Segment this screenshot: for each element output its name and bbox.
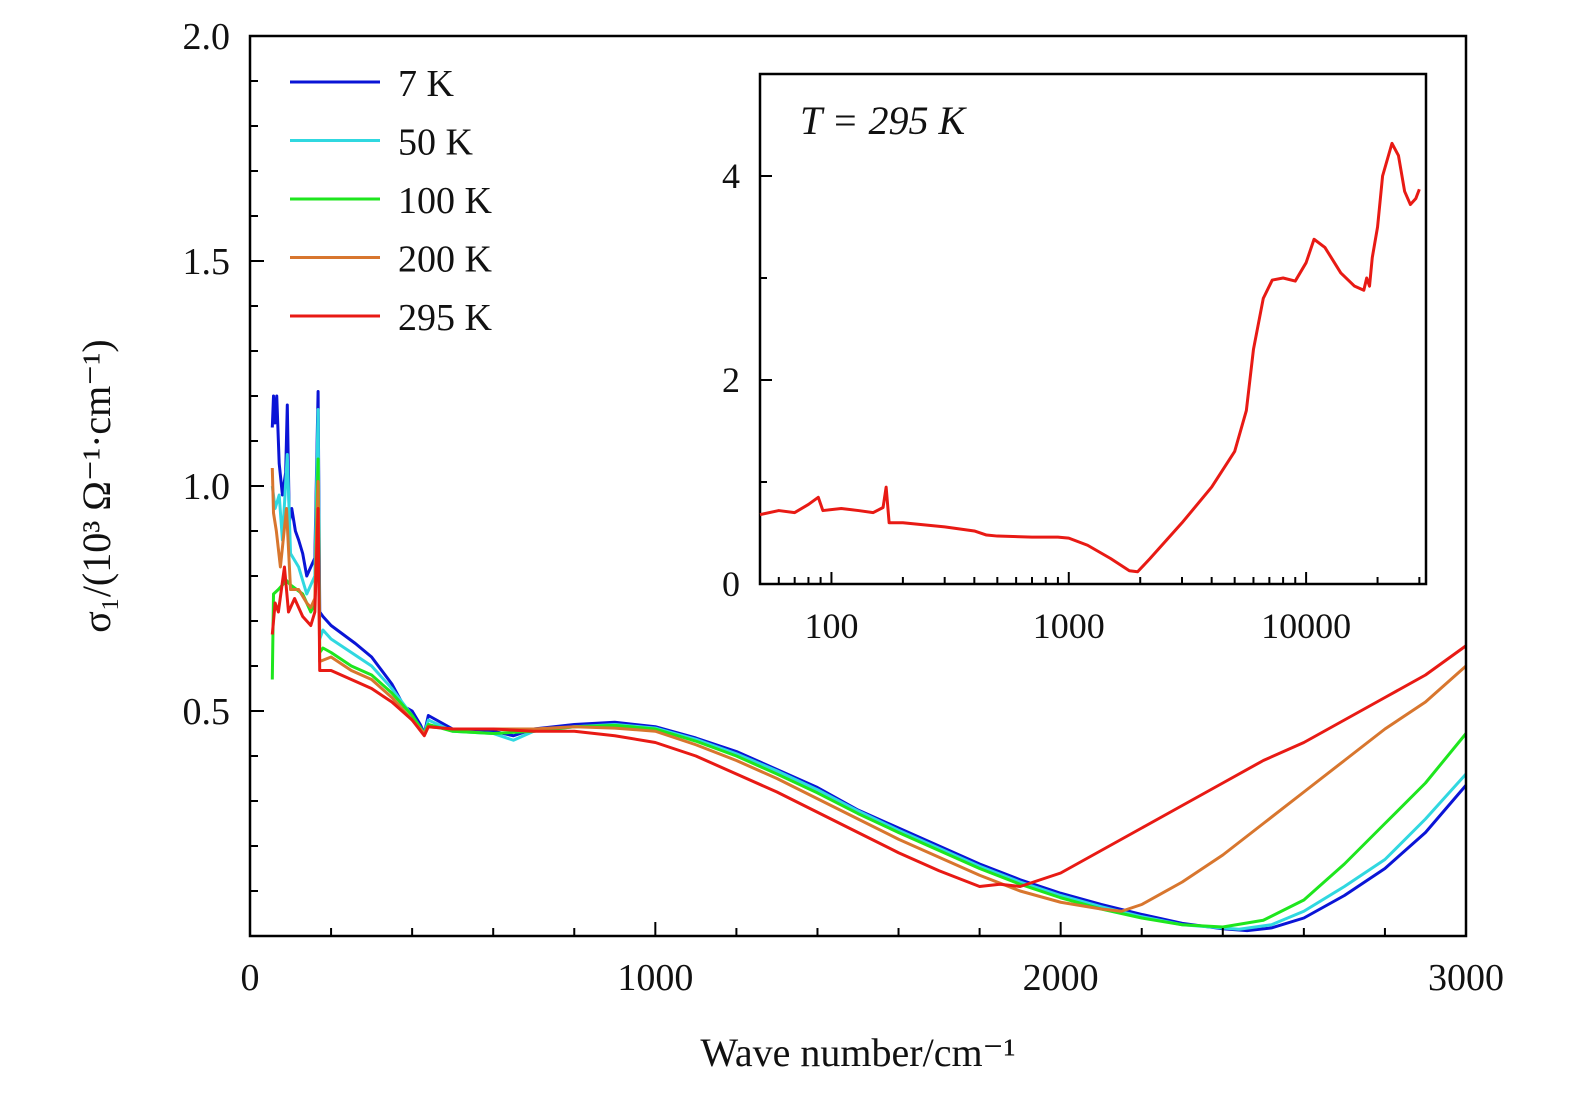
legend-label: 7 K bbox=[398, 63, 455, 105]
inset-annotation: T = 295 K bbox=[800, 98, 968, 143]
x-tick-label: 2000 bbox=[1023, 957, 1099, 999]
y-tick-label: 0.5 bbox=[183, 691, 231, 733]
series-line-295K bbox=[270, 507, 1467, 888]
inset-plot: 100 1000 10000 0 2 4 bbox=[722, 72, 1428, 646]
y-tick-label: 1.5 bbox=[183, 241, 231, 283]
inset-x-tick-label: 1000 bbox=[1033, 606, 1105, 646]
legend-label: 100 K bbox=[398, 180, 493, 222]
inset-x-tick-label: 100 bbox=[804, 606, 858, 646]
legend-label: 50 K bbox=[398, 122, 474, 164]
legend-label: 200 K bbox=[398, 239, 493, 281]
x-tick-label: 3000 bbox=[1428, 957, 1504, 999]
legend: 7 K 50 K 100 K 200 K 295 K bbox=[290, 63, 493, 339]
y-tick-label: 1.0 bbox=[183, 466, 231, 508]
inset-y-tick-label: 0 bbox=[722, 564, 740, 604]
y-tick-label: 2.0 bbox=[183, 16, 231, 58]
inset-y-tick-label: 2 bbox=[722, 360, 740, 400]
inset-frame bbox=[758, 72, 1428, 586]
inset-y-tick-label: 4 bbox=[722, 156, 740, 196]
inset-x-tick-label: 10000 bbox=[1261, 606, 1351, 646]
x-tick-label: 0 bbox=[241, 957, 260, 999]
series-line-200K bbox=[270, 467, 1467, 913]
inset-series-line bbox=[759, 141, 1421, 574]
x-tick-label: 1000 bbox=[617, 957, 693, 999]
legend-label: 295 K bbox=[398, 297, 493, 339]
x-axis-label: Wave number/cm⁻¹ bbox=[700, 1030, 1015, 1075]
series-line-7K bbox=[270, 390, 1468, 933]
y-axis-label: σ₁/(10³ Ω⁻¹·cm⁻¹) bbox=[74, 339, 119, 632]
